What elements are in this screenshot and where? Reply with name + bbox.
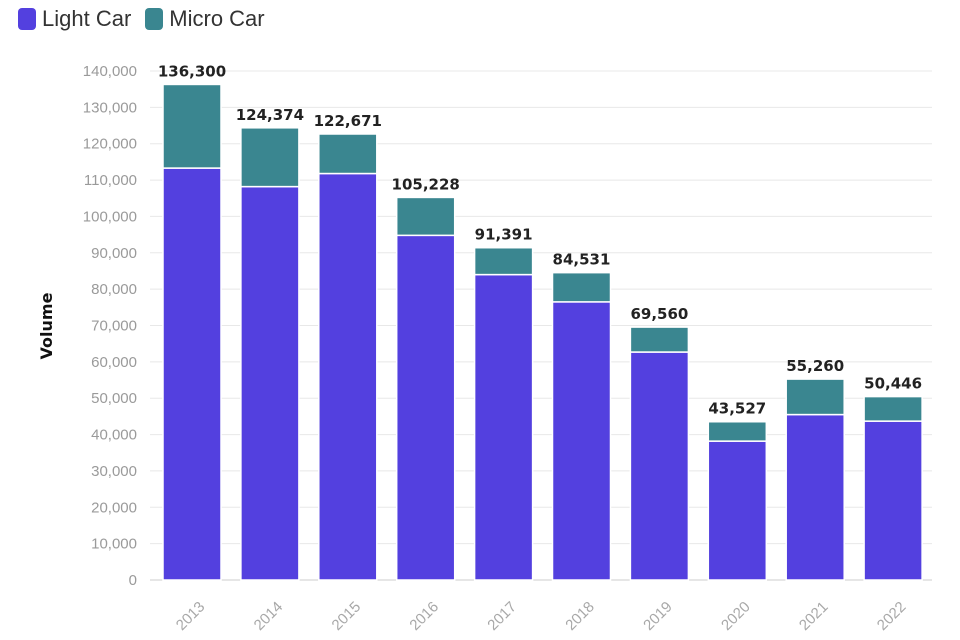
bar-total-label: 105,228 xyxy=(392,175,460,193)
bar-light-car[interactable] xyxy=(395,234,456,581)
y-tick-label: 120,000 xyxy=(83,136,137,153)
bar-micro-car[interactable] xyxy=(473,246,534,276)
x-tick-label: 2017 xyxy=(484,598,520,634)
bar-total-label: 55,260 xyxy=(786,357,844,375)
x-tick-label: 2020 xyxy=(718,598,754,634)
x-tick-label: 2015 xyxy=(329,598,365,634)
bar-light-car[interactable] xyxy=(629,351,690,581)
y-tick-label: 30,000 xyxy=(91,463,137,480)
bar-total-label: 91,391 xyxy=(475,226,533,244)
x-tick-label: 2019 xyxy=(640,598,676,634)
bar-micro-car[interactable] xyxy=(629,326,690,353)
bar-micro-car[interactable] xyxy=(162,83,222,169)
x-tick-label: 2018 xyxy=(562,598,598,634)
bar-light-car[interactable] xyxy=(318,172,378,581)
bar-micro-car[interactable] xyxy=(785,378,845,416)
legend: Light Car Micro Car xyxy=(18,6,265,32)
bar-total-label: 50,446 xyxy=(864,375,922,393)
legend-item-micro-car[interactable]: Micro Car xyxy=(145,6,265,32)
y-tick-label: 50,000 xyxy=(91,390,137,407)
y-tick-label: 20,000 xyxy=(91,499,137,516)
bar-micro-car[interactable] xyxy=(318,133,378,175)
y-tick-label: 90,000 xyxy=(91,245,137,262)
bar-total-label: 84,531 xyxy=(553,251,611,269)
bar-total-label: 69,560 xyxy=(630,305,688,323)
y-tick-label: 80,000 xyxy=(91,281,137,298)
y-tick-label: 60,000 xyxy=(91,354,137,371)
y-tick-label: 0 xyxy=(129,572,137,589)
legend-label-micro-car: Micro Car xyxy=(169,6,265,31)
bar-total-label: 122,671 xyxy=(314,112,382,130)
bar-light-car[interactable] xyxy=(473,273,534,581)
x-tick-label: 2016 xyxy=(406,598,442,634)
bar-total-label: 124,374 xyxy=(236,106,304,124)
bar-light-car[interactable] xyxy=(240,185,300,581)
bar-micro-car[interactable] xyxy=(240,127,300,188)
legend-label-light-car: Light Car xyxy=(42,6,132,31)
y-tick-label: 40,000 xyxy=(91,427,137,444)
x-tick-label: 2021 xyxy=(796,598,832,634)
y-tick-label: 130,000 xyxy=(83,99,137,116)
x-tick-label: 2013 xyxy=(173,598,209,634)
legend-swatch-micro-car xyxy=(145,8,164,30)
bar-micro-car[interactable] xyxy=(707,420,768,442)
y-tick-label: 100,000 xyxy=(83,208,137,225)
x-tick-label: 2022 xyxy=(874,598,910,634)
bar-micro-car[interactable] xyxy=(551,271,612,303)
legend-swatch-light-car xyxy=(18,8,36,30)
y-tick-label: 110,000 xyxy=(84,172,137,189)
bar-light-car[interactable] xyxy=(863,420,923,581)
bar-light-car[interactable] xyxy=(785,413,845,581)
y-tick-label: 10,000 xyxy=(91,536,137,553)
bar-light-car[interactable] xyxy=(551,301,612,581)
bar-light-car[interactable] xyxy=(162,167,222,581)
legend-item-light-car[interactable]: Light Car xyxy=(18,6,131,32)
y-tick-label: 70,000 xyxy=(91,318,137,335)
bar-micro-car[interactable] xyxy=(863,395,923,422)
bar-total-label: 136,300 xyxy=(158,62,226,80)
bar-micro-car[interactable] xyxy=(395,196,456,237)
x-tick-label: 2014 xyxy=(251,598,287,634)
bar-light-car[interactable] xyxy=(707,440,768,581)
bar-total-label: 43,527 xyxy=(708,400,766,418)
y-tick-label: 140,000 xyxy=(83,63,137,80)
y-axis-label: Volume xyxy=(37,292,56,359)
